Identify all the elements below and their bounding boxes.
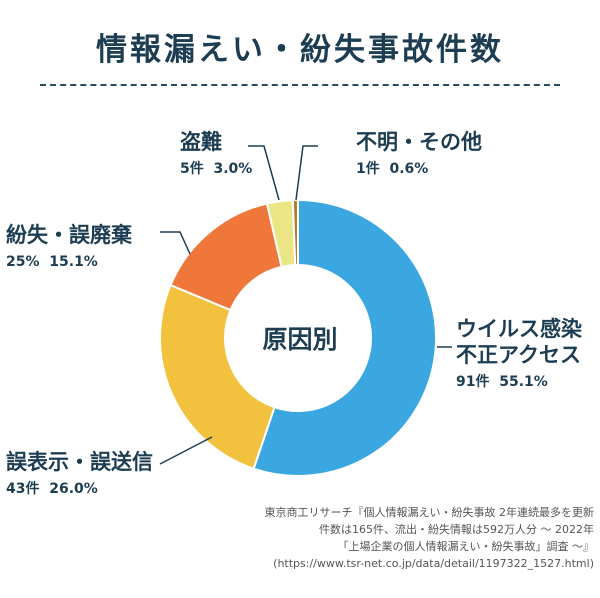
label-virus-count: 91件 [456,374,490,390]
label-unknown-value: 1件 0.6% [356,159,482,179]
source-line-2: 件数は165件、流出・紛失情報は592万人分 ～ 2022年 [319,523,594,536]
slice-virus [252,198,437,477]
source-line-3: 「上場企業の個人情報漏えい・紛失事故」調査 ～』 [337,540,595,553]
label-theft-count: 5件 [180,161,204,177]
label-unknown-count: 1件 [356,161,380,177]
label-virus: ウイルス感染 不正アクセス 91件 55.1% [456,316,582,392]
label-unknown-name: 不明・その他 [356,130,482,154]
label-misdisplay: 誤表示・誤送信 43件 26.0% [6,449,153,499]
slice-misdisplay [159,283,276,470]
leader-misdisplay [159,436,213,465]
label-loss-name: 紛失・誤廃棄 [6,223,132,247]
label-loss: 紛失・誤廃棄 25% 15.1% [6,222,132,272]
label-theft: 盗難 5件 3.0% [180,129,252,179]
label-virus-value: 91件 55.1% [456,372,582,392]
slice-unknown [291,198,299,267]
page-title: 情報漏えい・紛失事故件数 [96,32,504,68]
label-loss-value: 25% 15.1% [6,252,132,272]
label-misdisplay-percent: 26.0% [49,481,98,497]
label-theft-value: 5件 3.0% [180,159,252,179]
label-unknown-percent: 0.6% [389,161,429,177]
source-line-4: (https://www.tsr-net.co.jp/data/detail/1… [273,557,594,570]
label-loss-count: 25% [6,254,40,270]
label-theft-name: 盗難 [180,130,222,154]
source-citation: 東京商工リサーチ『個人情報漏えい・紛失事故 2年連続最多を更新 件数は165件、… [174,504,595,572]
center-label: 原因別 [262,325,338,354]
leader-unknown [295,145,318,201]
label-virus-percent: 55.1% [499,374,548,390]
label-misdisplay-name: 誤表示・誤送信 [6,450,153,474]
leader-theft [248,145,280,201]
label-virus-name-line2: 不正アクセス [456,343,581,367]
label-theft-percent: 3.0% [213,161,253,177]
label-unknown: 不明・その他 1件 0.6% [356,129,482,179]
label-misdisplay-count: 43件 [6,481,40,497]
label-loss-percent: 15.1% [49,254,98,270]
title-divider [40,84,560,86]
leader-loss [160,231,191,255]
source-line-1: 東京商工リサーチ『個人情報漏えい・紛失事故 2年連続最多を更新 [264,506,595,519]
label-virus-name-line1: ウイルス感染 [456,317,582,341]
label-misdisplay-value: 43件 26.0% [6,479,153,499]
